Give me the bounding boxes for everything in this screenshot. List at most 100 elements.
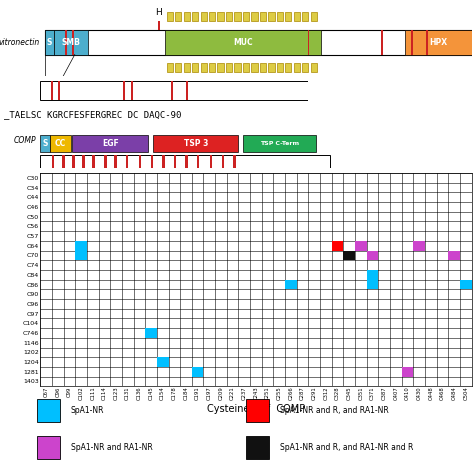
Bar: [201, 63, 207, 73]
Text: S: S: [43, 139, 48, 148]
Bar: [294, 63, 300, 73]
Bar: [413, 241, 425, 251]
Bar: [126, 155, 128, 168]
Text: SMB: SMB: [62, 37, 81, 46]
Bar: [401, 367, 413, 377]
Bar: [367, 251, 378, 260]
Bar: [367, 280, 378, 289]
Text: SpA1-NR: SpA1-NR: [71, 406, 104, 415]
Bar: [75, 241, 87, 251]
Bar: [197, 155, 200, 168]
Bar: [294, 12, 300, 21]
Bar: [251, 63, 257, 73]
Bar: [186, 82, 188, 100]
Bar: [277, 12, 283, 21]
Bar: [162, 155, 164, 168]
Bar: [260, 12, 266, 21]
Bar: [268, 12, 274, 21]
Bar: [192, 63, 198, 73]
Bar: [201, 12, 207, 21]
Text: SpA1-NR and R, and RA1-NR and R: SpA1-NR and R, and RA1-NR and R: [280, 443, 414, 452]
Bar: [166, 63, 173, 73]
Bar: [285, 12, 292, 21]
Bar: [139, 155, 141, 168]
Bar: [302, 12, 309, 21]
Bar: [50, 135, 71, 152]
Bar: [62, 155, 64, 168]
Bar: [210, 155, 212, 168]
Bar: [175, 63, 181, 73]
Bar: [411, 30, 413, 55]
Bar: [243, 63, 249, 73]
Bar: [460, 280, 472, 289]
Bar: [243, 12, 249, 21]
Bar: [218, 12, 224, 21]
Bar: [302, 63, 309, 73]
Bar: [343, 251, 355, 260]
Bar: [72, 30, 74, 55]
Text: SpA1-NR and R, and RA1-NR: SpA1-NR and R, and RA1-NR: [280, 406, 389, 415]
Bar: [52, 155, 55, 168]
Bar: [65, 30, 67, 55]
Bar: [308, 30, 310, 55]
Text: EGF: EGF: [102, 139, 118, 148]
Bar: [166, 12, 173, 21]
Bar: [268, 63, 274, 73]
Bar: [235, 12, 241, 21]
Text: vitronectin: vitronectin: [0, 37, 39, 46]
Bar: [235, 63, 241, 73]
Bar: [123, 82, 125, 100]
Bar: [285, 280, 297, 289]
Bar: [260, 63, 266, 73]
Bar: [426, 30, 428, 55]
Text: H: H: [155, 8, 162, 17]
Bar: [221, 155, 224, 168]
Bar: [311, 63, 317, 73]
Bar: [45, 30, 54, 55]
Bar: [37, 399, 60, 422]
Text: TSP 3: TSP 3: [184, 139, 208, 148]
Text: _TAELSC KGRCFESFERGREC DC DAQC-90: _TAELSC KGRCFESFERGREC DC DAQC-90: [4, 110, 181, 119]
Text: TSP C-Term: TSP C-Term: [260, 141, 299, 146]
Bar: [251, 12, 257, 21]
Bar: [355, 241, 367, 251]
Bar: [51, 82, 53, 100]
Text: MUC: MUC: [233, 37, 253, 46]
Bar: [367, 270, 378, 280]
Text: CC: CC: [55, 139, 66, 148]
Bar: [183, 63, 190, 73]
Bar: [54, 30, 88, 55]
Bar: [277, 63, 283, 73]
Bar: [158, 21, 160, 30]
Bar: [40, 155, 330, 168]
Bar: [82, 155, 85, 168]
Bar: [311, 12, 317, 21]
Bar: [37, 436, 60, 459]
Bar: [405, 30, 472, 55]
Bar: [246, 436, 269, 459]
Text: COMP: COMP: [14, 137, 37, 146]
Bar: [192, 12, 198, 21]
Bar: [243, 135, 316, 152]
Bar: [75, 251, 87, 260]
Bar: [185, 155, 188, 168]
Bar: [226, 12, 232, 21]
Bar: [72, 135, 148, 152]
Bar: [45, 30, 472, 55]
Bar: [246, 399, 269, 422]
Bar: [332, 241, 343, 251]
Bar: [114, 155, 117, 168]
Bar: [192, 367, 203, 377]
Bar: [183, 12, 190, 21]
Bar: [92, 155, 95, 168]
Bar: [40, 82, 308, 100]
Bar: [448, 251, 460, 260]
Text: S: S: [46, 37, 52, 46]
Bar: [209, 12, 215, 21]
Bar: [40, 135, 50, 152]
Text: HPX: HPX: [429, 37, 447, 46]
Bar: [218, 63, 224, 73]
Bar: [233, 155, 236, 168]
Text: SpA1-NR and RA1-NR: SpA1-NR and RA1-NR: [71, 443, 153, 452]
Bar: [381, 30, 383, 55]
